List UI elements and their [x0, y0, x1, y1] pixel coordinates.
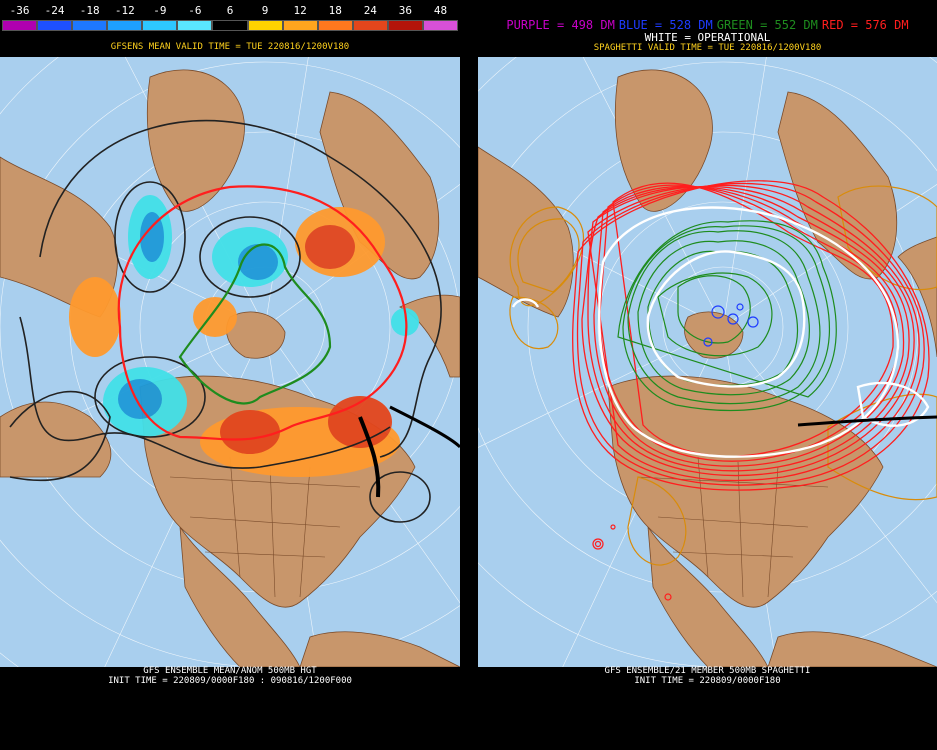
panel-divider — [460, 0, 478, 750]
legend-label: -36 — [9, 4, 30, 17]
legend-swatch — [317, 20, 353, 31]
legend-swatch — [282, 20, 318, 31]
legend-label: -24 — [44, 4, 65, 17]
legend-swatch — [72, 20, 108, 31]
anomaly-color-legend: -36 -24 -18 -12 -9 -6 6 9 12 18 24 36 48 — [2, 2, 459, 36]
spaghetti-footer-init: INIT TIME = 220809/0000F180 — [634, 676, 781, 686]
legend-label: -18 — [79, 4, 100, 17]
legend-swatch — [142, 20, 178, 31]
legend-labels: -36 -24 -18 -12 -9 -6 6 9 12 18 24 36 48 — [2, 2, 458, 20]
spaghetti-footer: GFS ENSEMBLE/21 MEMBER 500MB SPAGHETTI I… — [478, 666, 937, 686]
legend-swatch — [2, 20, 38, 31]
legend-swatches — [2, 20, 459, 31]
spaghetti-contour-legend: PURPLE = 498 DM BLUE = 528 DM GREEN = 552 … — [478, 18, 937, 32]
legend-swatch — [387, 20, 423, 31]
ensemble-mean-panel: -36 -24 -18 -12 -9 -6 6 9 12 18 24 36 48 GFSENS MEAN… — [0, 0, 460, 750]
legend-label: 24 — [363, 4, 377, 17]
legend-label: 9 — [261, 4, 269, 17]
legend-swatch — [247, 20, 283, 31]
legend-label: -12 — [114, 4, 135, 17]
legend-label: 18 — [328, 4, 342, 17]
legend-swatch — [212, 20, 248, 31]
legend-swatch — [352, 20, 388, 31]
spaghetti-legend-item: PURPLE = 498 DM — [506, 18, 615, 32]
legend-label: -9 — [153, 4, 167, 17]
legend-swatch — [422, 20, 459, 31]
ensemble-mean-map — [0, 57, 460, 667]
legend-label: 36 — [398, 4, 413, 17]
spaghetti-valid-time-title: SPAGHETTI VALID TIME = TUE 220816/1200V1… — [593, 43, 822, 53]
spaghetti-panel: PURPLE = 498 DM BLUE = 528 DM GREEN = 552 … — [478, 0, 937, 750]
legend-label: 12 — [293, 4, 307, 17]
spaghetti-legend-item: GREEN = 552 DM — [716, 18, 818, 32]
legend-swatch — [177, 20, 213, 31]
legend-label: 6 — [226, 4, 234, 17]
mean-footer-init: INIT TIME = 220809/0000F180 : 090816/120… — [108, 676, 352, 686]
mean-valid-time-title: GFSENS MEAN VALID TIME = TUE 220816/1200… — [110, 42, 350, 52]
spaghetti-footer-product: GFS ENSEMBLE/21 MEMBER 500MB SPAGHETTI — [604, 666, 811, 676]
legend-label: 48 — [433, 4, 448, 17]
mean-footer-product: GFS ENSEMBLE MEAN/ANOM 500MB HGT — [143, 666, 317, 676]
legend-swatch — [37, 20, 73, 31]
mean-footer: GFS ENSEMBLE MEAN/ANOM 500MB HGT INIT TI… — [0, 666, 460, 686]
legend-label: -6 — [188, 4, 202, 17]
spaghetti-map — [478, 57, 937, 667]
legend-swatch — [107, 20, 143, 31]
operational-note: WHITE = OPERATIONAL — [644, 31, 771, 44]
spaghetti-legend-item: RED = 576 DM — [821, 18, 909, 32]
spaghetti-legend-item: BLUE = 528 DM — [618, 18, 713, 32]
